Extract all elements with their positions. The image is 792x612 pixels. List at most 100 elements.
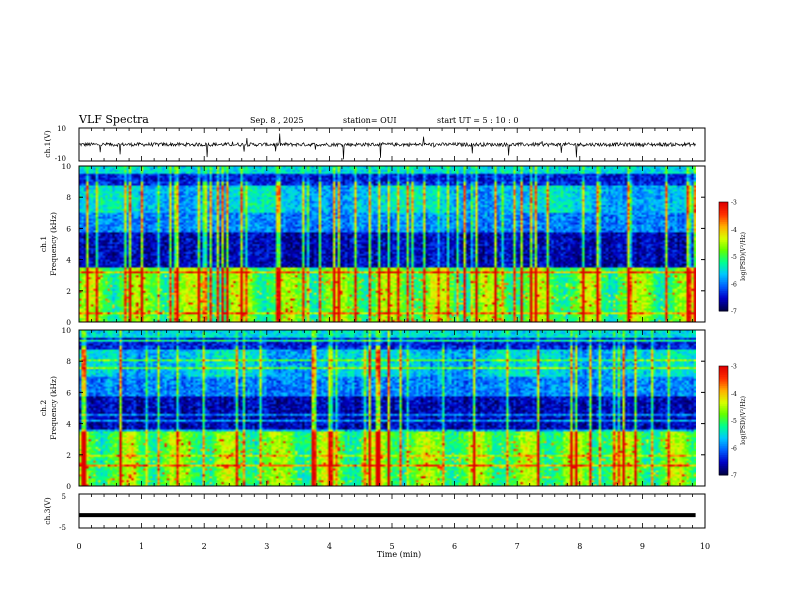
- colorbar-step: [719, 413, 728, 416]
- colorbar-step: [719, 203, 728, 207]
- time-tick-label: 8: [577, 542, 582, 551]
- freq-tick-label: 4: [66, 256, 71, 265]
- colorbar-step: [719, 307, 728, 310]
- freq-tick-label: 2: [66, 451, 71, 460]
- colorbar-step: [719, 447, 728, 451]
- colorbar-step: [719, 243, 728, 247]
- colorbar-step: [719, 384, 728, 387]
- colorbar-tick-label: -3: [731, 200, 737, 207]
- ch2-spectrogram-ylabel: ch.2: [39, 400, 48, 416]
- colorbar-step: [719, 422, 728, 425]
- colorbar-label: log(PSD)(V²/Hz): [740, 232, 747, 281]
- ch1-waveform-ylabel: ch.1(V): [43, 130, 52, 158]
- colorbar-step: [719, 389, 728, 392]
- freq-tick-label: 2: [66, 287, 71, 296]
- colorbar-step: [719, 285, 728, 288]
- colorbar-step: [719, 294, 728, 297]
- ch3-waveform-ylabel: ch.3(V): [43, 497, 52, 525]
- colorbar-step: [719, 241, 728, 245]
- start-time-label: start UT = 5 : 10 : 0: [437, 116, 518, 125]
- time-tick-label: 1: [139, 542, 144, 551]
- colorbar-step: [719, 438, 728, 441]
- colorbar-step: [719, 371, 728, 374]
- colorbar-step: [719, 223, 728, 227]
- colorbar-step: [719, 366, 728, 369]
- time-tick-label: 2: [202, 542, 207, 551]
- colorbar-step: [719, 221, 728, 225]
- colorbar-step: [719, 385, 728, 389]
- colorbar-step: [719, 260, 728, 263]
- date-label: Sep. 8 , 2025: [250, 116, 304, 125]
- colorbar-step: [719, 303, 728, 307]
- colorbar-step: [719, 375, 728, 378]
- colorbar-step: [719, 287, 728, 290]
- colorbar-step: [719, 309, 728, 312]
- figure-title: VLF Spectra: [78, 113, 149, 126]
- colorbar-step: [719, 433, 728, 436]
- colorbar-step: [719, 465, 728, 469]
- colorbar-step: [719, 254, 728, 257]
- colorbar-step: [719, 373, 728, 376]
- colorbar-step: [719, 369, 728, 372]
- freq-tick-label: 8: [66, 193, 71, 202]
- spectrogram-raster: [79, 330, 696, 486]
- time-tick-label: 3: [264, 542, 269, 551]
- colorbar-step: [719, 424, 728, 427]
- colorbar-step: [719, 202, 728, 205]
- time-tick-label: 9: [640, 542, 645, 551]
- colorbar-step: [719, 218, 728, 221]
- colorbar-step: [719, 220, 728, 223]
- colorbar-step: [719, 425, 728, 429]
- colorbar-step: [719, 261, 728, 265]
- colorbar-tick-label: -6: [731, 281, 737, 288]
- colorbar-step: [719, 436, 728, 440]
- colorbar-step: [719, 278, 728, 281]
- colorbar-step: [719, 211, 728, 214]
- ch1-ytick-bottom: -10: [55, 155, 66, 163]
- colorbar-step: [719, 216, 728, 219]
- ch2-colorbar: -3 -4 -5 -6 -7 log(PSD)(V²/Hz): [718, 364, 747, 480]
- colorbar-step: [719, 456, 728, 460]
- colorbar-step: [719, 411, 728, 414]
- colorbar-tick-label: -6: [731, 445, 737, 452]
- colorbar-step: [719, 240, 728, 243]
- ch2-spectrogram-panel: 0 2 4 6 8 10 ch.2 Frequency (kHz) -3 -4 -5 -6 -7 l…: [39, 326, 747, 491]
- ch3-waveform-panel: 5 -5 ch.3(V): [43, 493, 706, 532]
- colorbar-step: [719, 416, 728, 420]
- colorbar-label: log(PSD)(V²/Hz): [740, 396, 747, 445]
- colorbar-step: [719, 445, 728, 449]
- colorbar-step: [719, 458, 728, 461]
- colorbar-step: [719, 234, 728, 238]
- colorbar-step: [719, 251, 728, 254]
- colorbar-step: [719, 418, 728, 421]
- colorbar-step: [719, 393, 728, 396]
- colorbar-step: [719, 263, 728, 267]
- colorbar-step: [719, 231, 728, 234]
- ch2-freq-ticks: 0 2 4 6 8 10: [61, 326, 705, 491]
- time-tick-label: 0: [76, 542, 81, 551]
- colorbar-step: [719, 442, 728, 445]
- colorbar-step: [719, 473, 728, 476]
- colorbar-step: [719, 298, 728, 301]
- colorbar-step: [719, 451, 728, 454]
- colorbar-tick-label: -7: [731, 309, 737, 316]
- freq-tick-label: 10: [61, 326, 71, 335]
- colorbar-step: [719, 378, 728, 382]
- colorbar-step: [719, 300, 728, 303]
- colorbar-step: [719, 291, 728, 294]
- colorbar-step: [719, 258, 728, 261]
- colorbar-step: [719, 269, 728, 272]
- colorbar-step: [719, 398, 728, 402]
- colorbar-step: [719, 429, 728, 432]
- colorbar-step: [719, 272, 728, 276]
- time-tick-label: 10: [700, 542, 710, 551]
- colorbar-step: [719, 464, 728, 467]
- colorbar-step: [719, 467, 728, 471]
- colorbar-step: [719, 271, 728, 274]
- ch2-frequency-ylabel: Frequency (kHz): [49, 376, 58, 440]
- colorbar-tick-label: -4: [731, 227, 737, 234]
- colorbar-step: [719, 249, 728, 252]
- colorbar-step: [719, 409, 728, 412]
- colorbar-step: [719, 274, 728, 277]
